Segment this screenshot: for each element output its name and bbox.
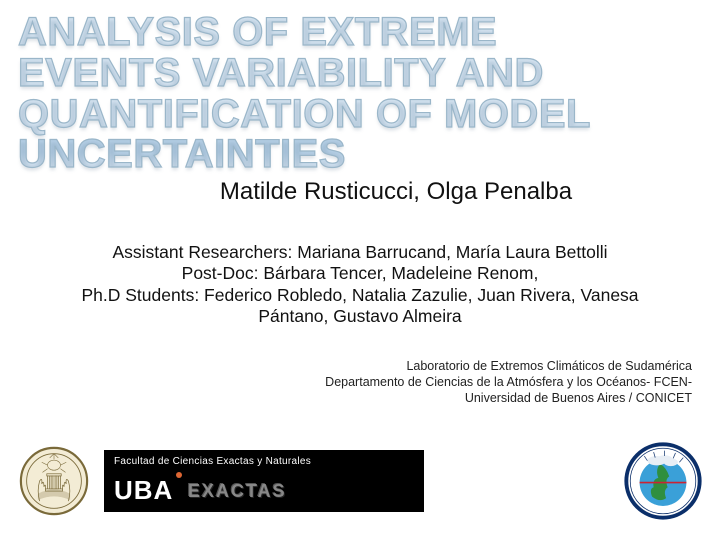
faculty-logo: Facultad de Ciencias Exactas y Naturales… xyxy=(104,450,424,512)
title-line-2: EVENTS VARIABILITY AND xyxy=(18,53,702,94)
authors-text: Matilde Rusticucci, Olga Penalba xyxy=(220,178,572,206)
uba-seal-icon xyxy=(18,445,90,517)
roles-line-2: Post-Doc: Bárbara Tencer, Madeleine Reno… xyxy=(24,263,696,284)
lab-globe-icon xyxy=(624,442,702,520)
title-block: ANALYSIS OF EXTREME EVENTS VARIABILITY A… xyxy=(0,0,720,175)
faculty-exactas-text: EXACTAS xyxy=(188,481,287,502)
faculty-topline: Facultad de Ciencias Exactas y Naturales xyxy=(114,456,311,467)
logo-row: Facultad de Ciencias Exactas y Naturales… xyxy=(18,442,702,520)
roles-line-4: Pántano, Gustavo Almeira xyxy=(24,306,696,327)
affiliation-line-2: Departamento de Ciencias de la Atmósfera… xyxy=(325,374,692,390)
authors-line: Matilde Rusticucci, Olga Penalba xyxy=(0,178,720,206)
roles-block: Assistant Researchers: Mariana Barrucand… xyxy=(0,242,720,327)
title-line-3: QUANTIFICATION OF MODEL xyxy=(18,94,702,135)
roles-line-3: Ph.D Students: Federico Robledo, Natalia… xyxy=(24,285,696,306)
faculty-uba-text: UBA xyxy=(114,475,173,506)
affiliation-line-1: Laboratorio de Extremos Climáticos de Su… xyxy=(325,358,692,374)
title-line-4: UNCERTAINTIES xyxy=(18,134,702,175)
affiliation-line-3: Universidad de Buenos Aires / CONICET xyxy=(325,390,692,406)
roles-line-1: Assistant Researchers: Mariana Barrucand… xyxy=(24,242,696,263)
faculty-dot-icon xyxy=(176,472,182,478)
title-line-1: ANALYSIS OF EXTREME xyxy=(18,12,702,53)
affiliation-block: Laboratorio de Extremos Climáticos de Su… xyxy=(325,358,692,406)
